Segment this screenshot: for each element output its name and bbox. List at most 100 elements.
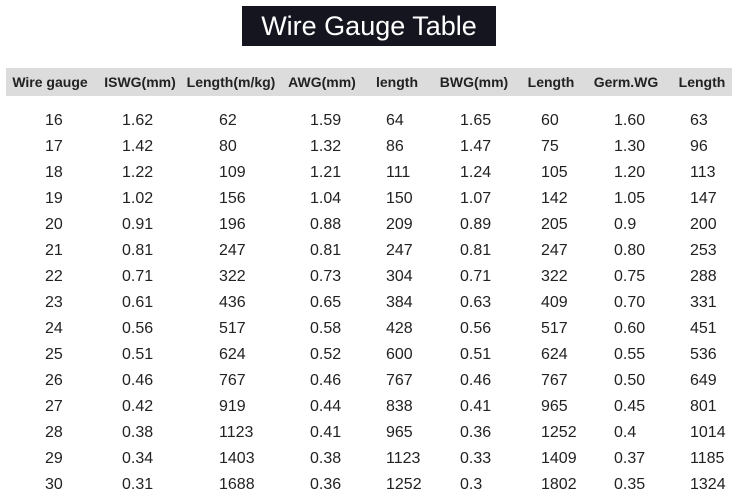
cell: 624: [541, 346, 568, 363]
cell: 1688: [219, 476, 255, 493]
cell: 0.81: [310, 242, 342, 259]
cell: 29: [45, 450, 63, 467]
cell: 0.51: [122, 346, 154, 363]
cell: 1185: [690, 450, 725, 467]
cell: 965: [541, 398, 568, 415]
cell: 288: [690, 268, 717, 285]
cell: 247: [219, 242, 246, 259]
cell: 801: [690, 398, 717, 415]
cell: 1.21: [310, 164, 342, 181]
cell: 64: [386, 112, 404, 129]
cell: 63: [690, 112, 708, 129]
cell: 113: [690, 164, 716, 181]
cell: 0.91: [122, 216, 154, 233]
cell: 624: [219, 346, 246, 363]
cell: 0.60: [614, 320, 646, 337]
cell: 0.65: [310, 294, 342, 311]
cell: 600: [386, 346, 413, 363]
cell: 304: [386, 268, 413, 285]
cell: 196: [219, 216, 246, 233]
cell: 0.55: [614, 346, 646, 363]
cell: 0.88: [310, 216, 342, 233]
cell: 0.56: [122, 320, 154, 337]
cell: 30: [45, 476, 63, 493]
cell: 209: [386, 216, 413, 233]
cell: 409: [541, 294, 568, 311]
cell: 331: [690, 294, 717, 311]
column-header: Germ.WG: [593, 74, 659, 90]
cell: 1.04: [310, 190, 342, 207]
cell: 0.71: [122, 268, 154, 285]
cell: 86: [386, 138, 404, 155]
cell: 1123: [386, 450, 421, 467]
cell: 0.35: [614, 476, 646, 493]
cell: 105: [541, 164, 568, 181]
cell: 0.71: [460, 268, 492, 285]
cell: 0.81: [122, 242, 154, 259]
cell: 28: [45, 424, 63, 441]
cell: 0.46: [122, 372, 154, 389]
cell: 60: [541, 112, 559, 129]
cell: 27: [45, 398, 63, 415]
cell: 1.07: [460, 190, 492, 207]
cell: 649: [690, 372, 717, 389]
cell: 451: [690, 320, 717, 337]
cell: 0.52: [310, 346, 342, 363]
cell: 0.38: [310, 450, 342, 467]
cell: 919: [219, 398, 246, 415]
cell: 142: [541, 190, 568, 207]
cell: 0.81: [460, 242, 492, 259]
cell: 536: [690, 346, 717, 363]
cell: 247: [386, 242, 413, 259]
cell: 0.70: [614, 294, 646, 311]
cell: 0.33: [460, 450, 492, 467]
cell: 111: [386, 164, 411, 181]
cell: 0.41: [310, 424, 342, 441]
column-header: Length: [678, 74, 726, 90]
cell: 1.42: [122, 138, 154, 155]
cell: 0.61: [122, 294, 154, 311]
cell: 0.34: [122, 450, 154, 467]
cell: 0.56: [460, 320, 492, 337]
cell: 21: [45, 242, 63, 259]
cell: 1.20: [614, 164, 646, 181]
cell: 0.50: [614, 372, 646, 389]
cell: 16: [45, 112, 63, 129]
title: Wire Gauge Table: [242, 6, 496, 46]
cell: 25: [45, 346, 63, 363]
cell: 20: [45, 216, 63, 233]
cell: 517: [219, 320, 246, 337]
cell: 0.4: [614, 424, 637, 441]
cell: 96: [690, 138, 708, 155]
cell: 0.3: [460, 476, 483, 493]
cell: 200: [690, 216, 717, 233]
cell: 0.63: [460, 294, 492, 311]
cell: 205: [541, 216, 568, 233]
cell: 1.22: [122, 164, 154, 181]
cell: 1014: [690, 424, 726, 441]
cell: 1.30: [614, 138, 646, 155]
column-header: ISWG(mm): [104, 74, 176, 90]
cell: 838: [386, 398, 413, 415]
column-header: AWG(mm): [288, 74, 356, 90]
cell: 0.73: [310, 268, 342, 285]
cell: 0.41: [460, 398, 492, 415]
cell: 436: [219, 294, 246, 311]
cell: 24: [45, 320, 63, 337]
cell: 322: [541, 268, 568, 285]
cell: 1.47: [460, 138, 492, 155]
cell: 80: [219, 138, 237, 155]
cell: 0.58: [310, 320, 342, 337]
cell: 0.9: [614, 216, 637, 233]
column-header: Length(m/kg): [186, 74, 276, 90]
cell: 0.38: [122, 424, 154, 441]
cell: 62: [219, 112, 237, 129]
cell: 1403: [219, 450, 255, 467]
cell: 17: [45, 138, 63, 155]
cell: 0.75: [614, 268, 646, 285]
cell: 0.36: [310, 476, 342, 493]
cell: 22: [45, 268, 63, 285]
cell: 253: [690, 242, 717, 259]
cell: 767: [219, 372, 246, 389]
